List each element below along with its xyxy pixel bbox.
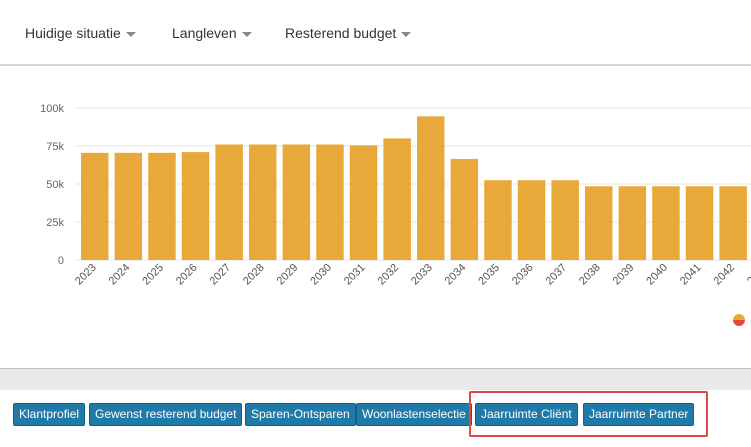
- caret-down-icon: [241, 31, 252, 37]
- legend-icon[interactable]: [733, 314, 745, 326]
- bar-chart-svg: 0 25k 50k 75k 100k 2023 2024 2025 2026 2027 2028 20…: [40, 103, 751, 288]
- jaarruimte-client-button[interactable]: Jaarruimte Cliënt: [475, 403, 578, 426]
- x-tick-label: 2037: [543, 262, 569, 288]
- x-tick-label: 2042: [711, 262, 737, 288]
- bar: [249, 144, 277, 260]
- x-tick-label: 2043: [745, 262, 751, 288]
- y-tick-label: 75k: [46, 141, 64, 153]
- x-tick-label: 2027: [207, 262, 233, 288]
- bar: [585, 186, 613, 260]
- x-tick-label: 2040: [644, 262, 670, 288]
- bar: [450, 158, 479, 260]
- x-tick-label: 2026: [174, 262, 200, 288]
- dropdown-label: Resterend budget: [285, 25, 397, 41]
- jaarruimte-partner-button[interactable]: Jaarruimte Partner: [583, 403, 695, 426]
- x-tick-label: 2039: [611, 262, 637, 288]
- klantprofiel-button[interactable]: Klantprofiel: [13, 403, 86, 426]
- sparen-ontsparen-button[interactable]: Sparen-Ontsparen: [245, 403, 356, 426]
- dropdown-resterend-budget[interactable]: Resterend budget: [285, 23, 412, 43]
- bar: [181, 152, 210, 260]
- x-tick-label: 2033: [409, 262, 435, 288]
- bar: [618, 186, 647, 260]
- x-tick-label: 2038: [577, 262, 603, 288]
- bar: [484, 180, 512, 260]
- bar: [517, 180, 546, 260]
- y-tick-label: 100k: [40, 103, 64, 115]
- bar: [215, 144, 243, 260]
- caret-down-icon: [125, 31, 136, 37]
- bar: [719, 186, 747, 260]
- bar: [685, 186, 714, 260]
- x-tick-label: 2030: [308, 262, 334, 288]
- bar: [349, 145, 378, 260]
- x-tick-label: 2023: [73, 262, 99, 288]
- y-tick-label: 25k: [46, 217, 64, 229]
- separator-strip: [0, 368, 751, 390]
- dropdown-langleven[interactable]: Langleven: [172, 23, 252, 43]
- budget-chart: 0 25k 50k 75k 100k 2023 2024 2025 2026 2027 2028 20…: [0, 68, 751, 368]
- x-tick-label: 2028: [241, 262, 267, 288]
- y-tick-label: 50k: [46, 179, 64, 191]
- bar: [652, 186, 680, 260]
- dropdown-huidige-situatie[interactable]: Huidige situatie: [25, 23, 136, 43]
- bar: [148, 152, 176, 260]
- y-tick-label: 0: [58, 255, 64, 267]
- bar: [383, 138, 411, 260]
- scenario-toolbar: Huidige situatie Langleven Resterend bud…: [0, 0, 751, 66]
- bar: [81, 152, 109, 260]
- bar: [316, 144, 344, 260]
- x-tick-label: 2031: [342, 262, 368, 288]
- navigation-footer: Klantprofiel Gewenst resterend budget Sp…: [0, 390, 751, 447]
- bar: [114, 152, 143, 260]
- bar: [551, 180, 579, 260]
- x-tick-label: 2036: [510, 262, 536, 288]
- gewenst-resterend-budget-button[interactable]: Gewenst resterend budget: [89, 403, 243, 426]
- dropdown-label: Langleven: [172, 25, 237, 41]
- bar: [282, 144, 311, 260]
- dropdown-label: Huidige situatie: [25, 25, 121, 41]
- bar: [417, 116, 445, 260]
- x-tick-label: 2024: [107, 262, 133, 288]
- x-tick-label: 2029: [275, 262, 301, 288]
- x-tick-label: 2035: [476, 262, 502, 288]
- caret-down-icon: [401, 31, 412, 37]
- x-tick-label: 2041: [678, 262, 704, 288]
- x-tick-label: 2032: [375, 262, 401, 288]
- x-tick-label: 2025: [140, 262, 166, 288]
- x-tick-label: 2034: [443, 262, 469, 288]
- woonlastenselectie-button[interactable]: Woonlastenselectie: [356, 403, 472, 426]
